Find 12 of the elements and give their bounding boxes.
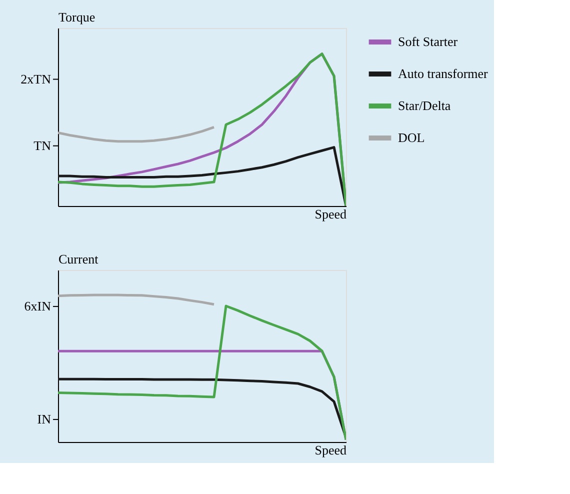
- text: 2xTN: [20, 71, 52, 86]
- text: TN: [34, 138, 52, 153]
- x-axis-title: Speed: [314, 442, 347, 458]
- text: IN: [37, 411, 52, 426]
- text: 6xIN: [24, 298, 52, 314]
- legend-label: Soft Starter: [398, 34, 458, 49]
- legend-label: Auto transformer: [398, 66, 489, 81]
- legend-label: DOL: [398, 130, 425, 145]
- y-axis-title: Torque: [58, 10, 96, 24]
- y-axis-title: Current: [58, 252, 99, 266]
- x-axis-title: Speed: [314, 206, 347, 222]
- legend-label: Star/Delta: [398, 98, 451, 113]
